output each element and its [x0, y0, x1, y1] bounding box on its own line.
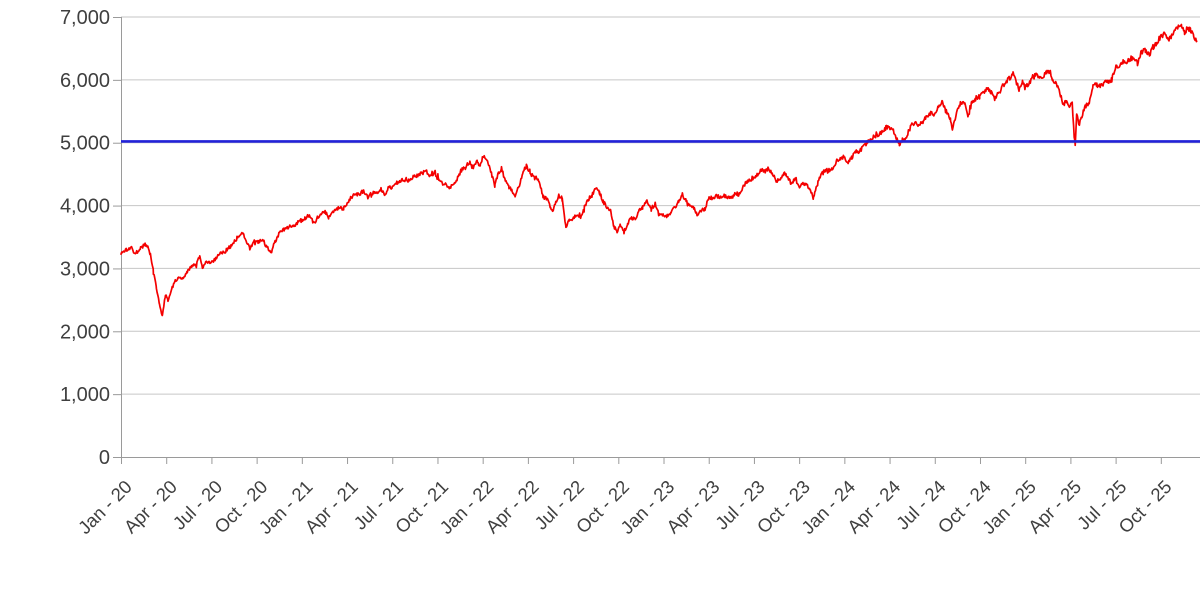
- y-tick-label: 3,000: [60, 258, 110, 280]
- y-tick-label: 0: [99, 447, 110, 469]
- y-tick-label: 2,000: [60, 321, 110, 343]
- y-axis-labels: 0 1,000 2,000 3,000 4,000 5,000 6,000 7,000: [60, 7, 121, 469]
- axes: [121, 17, 1200, 458]
- y-tick-label: 1,000: [60, 384, 110, 406]
- price-line: [120, 23, 1198, 317]
- y-tick-label: 4,000: [60, 196, 110, 218]
- grid-lines: [121, 16, 1200, 395]
- y-tick-label: 6,000: [60, 70, 110, 92]
- y-tick-label: 7,000: [60, 7, 110, 29]
- y-tick-label: 5,000: [60, 133, 110, 155]
